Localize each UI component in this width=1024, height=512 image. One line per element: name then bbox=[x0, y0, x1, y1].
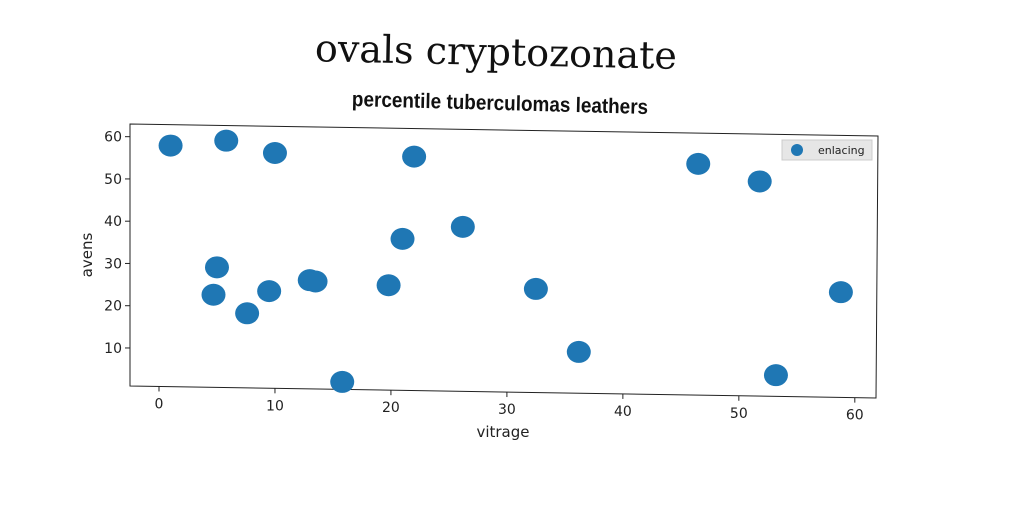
y-tick-label: 40 bbox=[104, 214, 122, 230]
data-point bbox=[523, 277, 548, 300]
y-tick-label: 60 bbox=[104, 130, 122, 146]
x-tick-label: 0 bbox=[155, 396, 164, 412]
data-point bbox=[330, 370, 355, 393]
data-point bbox=[376, 274, 401, 297]
data-point bbox=[303, 270, 328, 293]
data-point bbox=[763, 364, 788, 387]
data-point bbox=[402, 145, 427, 168]
x-tick-label: 50 bbox=[730, 406, 748, 422]
axes-group: 0 10 20 30 40 50 60 10 20 30 40 50 60 vitrage avens bbox=[78, 123, 879, 441]
data-point bbox=[747, 170, 772, 193]
data-points bbox=[158, 129, 853, 393]
data-point bbox=[390, 227, 415, 250]
data-point bbox=[686, 152, 711, 175]
y-tick-label: 30 bbox=[104, 256, 122, 272]
data-point bbox=[262, 142, 287, 165]
y-axis-label: avens bbox=[78, 233, 96, 278]
data-point bbox=[828, 281, 853, 304]
data-point bbox=[158, 134, 183, 157]
data-point bbox=[204, 256, 229, 279]
x-axis-label: vitrage bbox=[476, 423, 529, 441]
data-point bbox=[235, 302, 260, 325]
x-tick-label: 60 bbox=[846, 408, 864, 424]
x-tick-label: 20 bbox=[382, 400, 400, 416]
data-point bbox=[450, 215, 475, 238]
legend-marker bbox=[791, 144, 803, 156]
y-tick-label: 50 bbox=[104, 172, 122, 188]
y-tick-label: 10 bbox=[104, 341, 122, 357]
data-point bbox=[257, 280, 282, 303]
legend-label: enlacing bbox=[818, 144, 865, 157]
x-tick-label: 40 bbox=[614, 404, 632, 420]
y-tick-label: 20 bbox=[104, 299, 122, 315]
x-tick-label: 30 bbox=[498, 402, 516, 418]
data-point bbox=[201, 283, 226, 306]
plot-frame bbox=[129, 123, 879, 399]
legend-box bbox=[781, 139, 873, 161]
legend: enlacing bbox=[781, 139, 873, 161]
data-point bbox=[214, 129, 239, 152]
x-tick-label: 10 bbox=[266, 398, 284, 414]
data-point bbox=[566, 340, 591, 363]
